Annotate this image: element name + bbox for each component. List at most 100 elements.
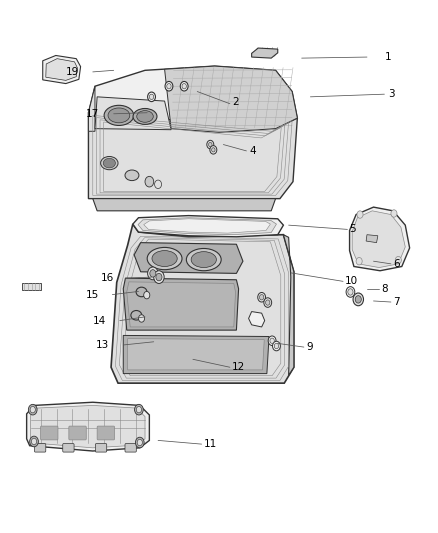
Polygon shape	[165, 66, 297, 132]
Circle shape	[207, 140, 214, 149]
Circle shape	[150, 270, 156, 277]
Circle shape	[348, 289, 353, 295]
Circle shape	[357, 211, 363, 218]
Ellipse shape	[137, 111, 153, 122]
Text: 11: 11	[204, 439, 217, 449]
Text: 12: 12	[232, 362, 245, 372]
Text: 4: 4	[250, 146, 256, 156]
Polygon shape	[93, 199, 276, 211]
Text: 14: 14	[93, 316, 106, 326]
Polygon shape	[111, 224, 294, 383]
Circle shape	[355, 296, 361, 303]
Ellipse shape	[191, 252, 216, 268]
Polygon shape	[88, 86, 95, 131]
Polygon shape	[95, 97, 171, 130]
Circle shape	[148, 267, 158, 280]
Circle shape	[208, 142, 212, 147]
Polygon shape	[46, 59, 78, 80]
FancyBboxPatch shape	[35, 443, 46, 452]
FancyBboxPatch shape	[69, 426, 86, 440]
Circle shape	[30, 436, 39, 447]
Text: 8: 8	[381, 284, 388, 294]
Polygon shape	[127, 282, 236, 327]
Circle shape	[138, 315, 145, 322]
Circle shape	[180, 82, 188, 91]
Polygon shape	[27, 402, 149, 451]
Text: 2: 2	[232, 97, 239, 107]
Ellipse shape	[125, 170, 139, 181]
Circle shape	[149, 94, 154, 100]
Polygon shape	[352, 211, 405, 268]
Ellipse shape	[152, 251, 177, 266]
Circle shape	[272, 341, 280, 351]
Ellipse shape	[101, 157, 118, 169]
Text: 17: 17	[86, 109, 99, 119]
Circle shape	[264, 298, 272, 308]
Circle shape	[156, 273, 162, 281]
Text: 6: 6	[393, 259, 400, 269]
Circle shape	[30, 407, 35, 413]
FancyBboxPatch shape	[97, 426, 115, 440]
Ellipse shape	[108, 108, 130, 123]
Polygon shape	[249, 312, 265, 327]
FancyBboxPatch shape	[95, 443, 107, 452]
Circle shape	[259, 295, 264, 300]
Polygon shape	[123, 278, 239, 330]
Circle shape	[148, 92, 155, 102]
Circle shape	[144, 292, 150, 299]
Ellipse shape	[147, 247, 182, 270]
Circle shape	[346, 287, 355, 297]
Polygon shape	[283, 235, 294, 375]
Circle shape	[28, 405, 37, 415]
FancyBboxPatch shape	[63, 443, 74, 452]
Circle shape	[270, 338, 274, 343]
Circle shape	[134, 405, 143, 415]
Ellipse shape	[104, 106, 134, 125]
Ellipse shape	[133, 109, 157, 124]
Text: 7: 7	[393, 297, 400, 307]
Polygon shape	[350, 207, 410, 271]
Text: 10: 10	[345, 276, 358, 286]
Circle shape	[32, 438, 37, 445]
Text: 19: 19	[66, 67, 79, 77]
Text: 16: 16	[101, 273, 114, 283]
Polygon shape	[138, 217, 276, 235]
Text: 13: 13	[96, 340, 110, 350]
Circle shape	[212, 148, 215, 152]
Polygon shape	[127, 338, 264, 370]
Circle shape	[167, 84, 171, 89]
Circle shape	[258, 293, 265, 302]
Ellipse shape	[103, 158, 116, 168]
Polygon shape	[144, 219, 270, 233]
Polygon shape	[88, 113, 297, 199]
Polygon shape	[133, 216, 283, 237]
Circle shape	[391, 210, 397, 217]
Polygon shape	[134, 243, 243, 273]
Text: 15: 15	[86, 289, 99, 300]
Circle shape	[154, 271, 164, 284]
Ellipse shape	[186, 248, 221, 271]
Circle shape	[268, 336, 276, 345]
Polygon shape	[31, 406, 145, 448]
Circle shape	[135, 437, 144, 448]
Circle shape	[274, 343, 279, 349]
Circle shape	[136, 407, 141, 413]
Circle shape	[155, 180, 162, 189]
Circle shape	[395, 256, 401, 264]
FancyBboxPatch shape	[125, 443, 136, 452]
Polygon shape	[43, 55, 81, 84]
Text: 3: 3	[388, 89, 395, 99]
FancyBboxPatch shape	[41, 426, 58, 440]
Polygon shape	[123, 335, 269, 374]
Polygon shape	[366, 235, 378, 243]
Text: 5: 5	[350, 224, 356, 235]
Circle shape	[182, 84, 186, 89]
Polygon shape	[252, 48, 278, 58]
Circle shape	[356, 257, 362, 265]
Text: 9: 9	[306, 342, 313, 352]
FancyBboxPatch shape	[22, 284, 41, 290]
Circle shape	[265, 300, 270, 305]
Text: 1: 1	[385, 52, 391, 62]
Polygon shape	[88, 66, 297, 132]
Circle shape	[210, 146, 217, 154]
